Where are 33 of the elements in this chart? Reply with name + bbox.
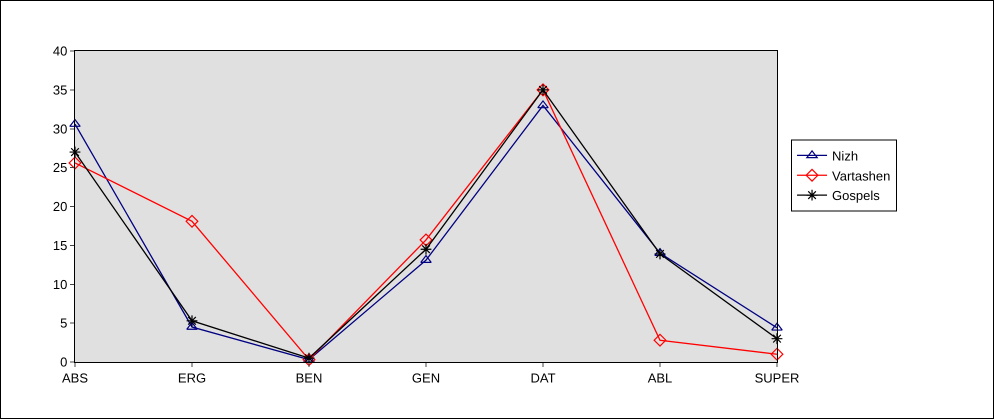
x-tick-label: DAT — [530, 370, 556, 386]
x-tick-label: SUPER — [754, 370, 800, 386]
point — [771, 332, 783, 345]
x-tick-label: ABL — [648, 370, 672, 386]
y-tick-label: 25 — [52, 160, 68, 176]
y-tick-label: 0 — [60, 354, 68, 370]
legend-label: Nizh — [832, 148, 858, 164]
point — [186, 322, 198, 330]
point — [69, 118, 81, 127]
point — [68, 156, 82, 170]
point — [420, 233, 432, 246]
x-tick-label: GEN — [412, 370, 440, 386]
y-tick-label: 40 — [52, 44, 68, 59]
legend-label: Gospels — [832, 188, 880, 204]
point — [654, 334, 666, 347]
x-tick-label: ERG — [178, 370, 206, 386]
y-tick-label: 5 — [60, 316, 68, 331]
point — [186, 314, 198, 327]
point — [654, 248, 666, 260]
point — [770, 348, 784, 361]
point — [537, 100, 549, 108]
y-tick-label: 20 — [52, 199, 68, 214]
legend-label: Vartashen — [832, 168, 890, 184]
x-tick-label: ABS — [62, 370, 88, 386]
y-tick-label: 15 — [52, 238, 68, 253]
point — [771, 322, 783, 331]
y-tick-label: 10 — [52, 276, 68, 292]
y-tick-label: 30 — [52, 121, 68, 136]
point — [420, 243, 432, 256]
y-tick-label: 35 — [52, 82, 68, 98]
point — [186, 214, 198, 228]
x-tick-label: BEN — [296, 370, 322, 386]
point — [69, 146, 81, 158]
